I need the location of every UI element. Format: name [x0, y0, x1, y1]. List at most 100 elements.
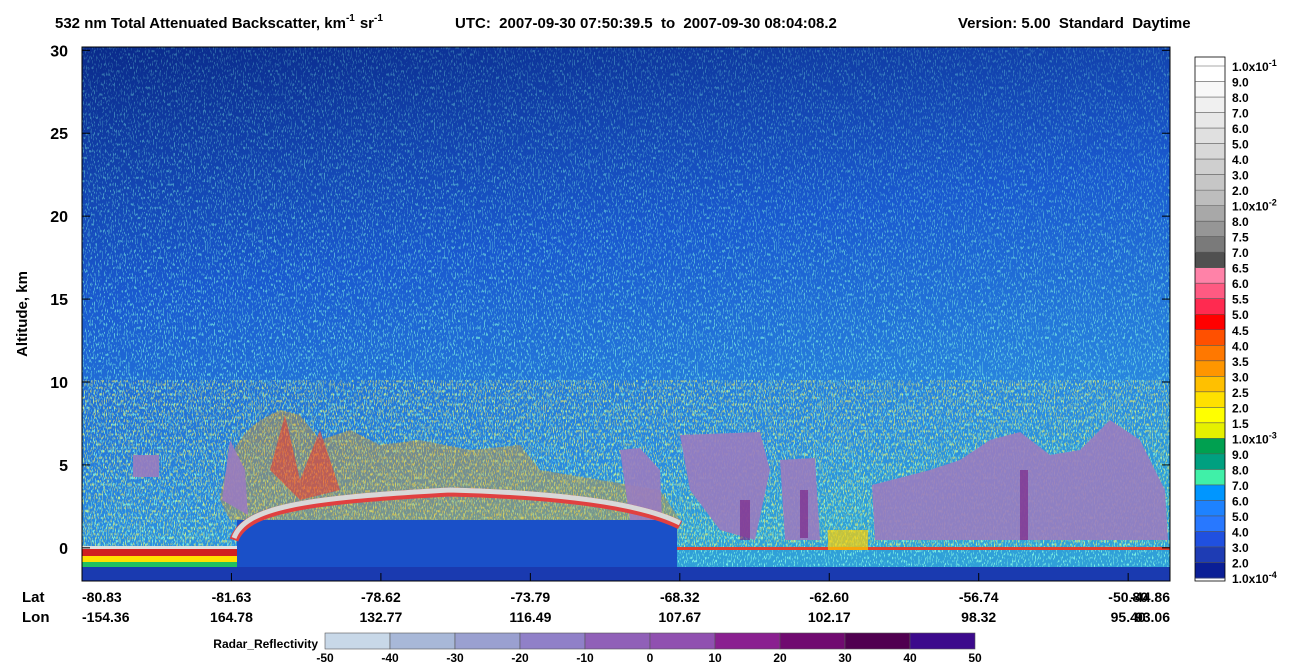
colorbar-label: 1.0x10-1 [1232, 58, 1277, 74]
cloud-core [270, 415, 340, 500]
lat-label: -81.63 [212, 589, 252, 605]
lon-label: 98.32 [961, 609, 996, 625]
radar-cloud-cores [740, 470, 1028, 540]
colorbar-bin [1195, 314, 1225, 331]
colorbar-bin [1195, 143, 1225, 160]
lon-label: 132.77 [359, 609, 402, 625]
radar-colorbar-bin [324, 632, 391, 650]
colorbar-label: 4.0 [1232, 339, 1249, 353]
colorbar-bin [1195, 112, 1225, 129]
lat-label: -56.74 [959, 589, 999, 605]
backscatter-curtain [82, 47, 1170, 581]
colorbar-bin [1195, 360, 1225, 377]
colorbar-label: 7.0 [1232, 479, 1249, 493]
colorbar-label: 5.0 [1232, 138, 1249, 152]
colorbar-label: 3.0 [1232, 541, 1249, 555]
radar-tick-label: -20 [511, 651, 529, 665]
colorbar-label: 7.0 [1232, 107, 1249, 121]
colorbar-label: 1.5 [1232, 417, 1249, 431]
title-sup: -1 [346, 13, 355, 24]
colorbar-bin [1195, 205, 1225, 222]
radar-colorbar-bin [779, 632, 846, 650]
colorbar-bin [1195, 500, 1225, 517]
colorbar-bin [1195, 345, 1225, 362]
colorbar-label: 7.0 [1232, 246, 1249, 260]
y-tick-label: 20 [50, 209, 68, 226]
colorbar-bin [1195, 376, 1225, 393]
radar-colorbar-bin [584, 632, 651, 650]
lon-label: 164.78 [210, 609, 253, 625]
colorbar-label: 8.0 [1232, 215, 1249, 229]
lat-label: -68.32 [660, 589, 700, 605]
colorbar-bin [1195, 159, 1225, 176]
colorbar-bin [1195, 407, 1225, 424]
subsurface [82, 567, 1170, 581]
radar-colorbar-bin [714, 632, 781, 650]
colorbar-label-sup: -1 [1269, 58, 1277, 68]
lon-label: -154.36 [82, 609, 130, 625]
colorbar-frame [1194, 56, 1226, 582]
radar-tick-label: -40 [381, 651, 399, 665]
colorbar-label-base: 1.0x10 [1232, 60, 1269, 74]
colorbar-label-sup: -2 [1269, 198, 1277, 208]
x-row-label: Lon [22, 609, 50, 626]
colorbar-label: 5.5 [1232, 293, 1249, 307]
colorbar-bin [1195, 190, 1225, 207]
y-tick-label: 25 [50, 126, 68, 143]
colorbar-bin [1195, 453, 1225, 470]
lat-label: -73.79 [511, 589, 551, 605]
y-tick-label: 5 [59, 458, 68, 475]
version: Version: 5.00 Standard Daytime [958, 15, 1191, 32]
utc-range: UTC: 2007-09-30 07:50:39.5 to 2007-09-30… [455, 15, 837, 32]
colorbar-label: 6.0 [1232, 122, 1249, 136]
lon-label: 102.17 [808, 609, 851, 625]
colorbar-bin [1195, 128, 1225, 145]
colorbar-bin [1195, 531, 1225, 548]
colorbar-label: 7.5 [1232, 231, 1249, 245]
colorbar-label: 8.0 [1232, 91, 1249, 105]
lon-label: 93.06 [1135, 609, 1170, 625]
colorbar-label: 1.0x10-4 [1232, 570, 1277, 586]
colorbar-label: 9.0 [1232, 448, 1249, 462]
below-ice [237, 520, 677, 567]
radar-colorbar-bin [909, 632, 976, 650]
x-row-label: Lat [22, 589, 45, 606]
radar-tick-label: 20 [773, 651, 787, 665]
radar-tick-label: 10 [708, 651, 722, 665]
colorbar-bin [1195, 422, 1225, 439]
colorbar-bin [1195, 546, 1225, 563]
colorbar-bin [1195, 469, 1225, 486]
y-tick-label: 10 [50, 375, 68, 392]
lon-label: 95.40 [1111, 609, 1146, 625]
colorbar-label: 6.5 [1232, 262, 1249, 276]
ocean-surface [677, 547, 1170, 550]
y-axis-label: Altitude, km [14, 271, 31, 357]
surface-sub2 [82, 562, 237, 567]
radar-tick-label: -50 [316, 651, 334, 665]
radar-tick-label: 0 [647, 651, 654, 665]
colorbar-bin [1195, 221, 1225, 238]
colorbar-label: 9.0 [1232, 76, 1249, 90]
colorbar-label: 1.0x10-2 [1232, 198, 1277, 214]
radar-tick-label: 40 [903, 651, 917, 665]
title-text: sr [360, 15, 374, 32]
colorbar-label: 2.0 [1232, 184, 1249, 198]
y-tick-label: 15 [50, 292, 68, 309]
radar-colorbar-bin [389, 632, 456, 650]
colorbar-label-sup: -4 [1269, 570, 1277, 580]
radar-tick-label: -10 [576, 651, 594, 665]
lat-label: -62.60 [809, 589, 849, 605]
surface-sub [82, 556, 237, 562]
colorbar-bin [1195, 515, 1225, 532]
colorbar-bin [1195, 267, 1225, 284]
colorbar-bin [1195, 484, 1225, 501]
surface-top [82, 546, 237, 549]
y-tick-label: 0 [59, 541, 68, 558]
colorbar-label: 2.5 [1232, 386, 1249, 400]
colorbar-bin [1195, 391, 1225, 408]
colorbar-bin [1195, 562, 1225, 579]
colorbar-bin [1195, 174, 1225, 191]
colorbar-bin [1195, 329, 1225, 346]
colorbar-bin [1195, 298, 1225, 315]
colorbar-label: 1.0x10-3 [1232, 430, 1277, 446]
